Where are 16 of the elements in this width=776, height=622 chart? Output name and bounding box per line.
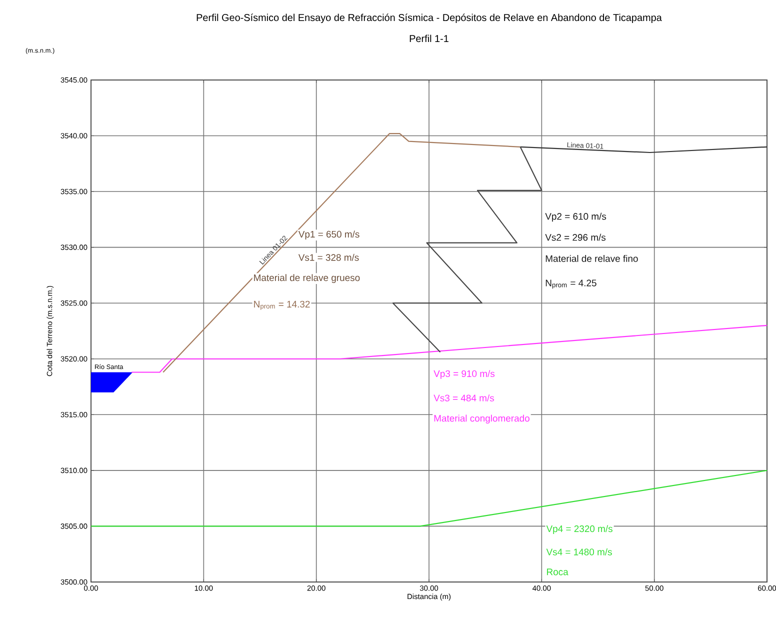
annotation: Material de relave grueso	[254, 274, 360, 283]
annotation: N$_{prom}$ = 14.32	[254, 300, 310, 310]
annotation: Vs4 = 1480 m/s	[546, 548, 612, 556]
annotation: Roca	[547, 568, 568, 576]
annotation: Material conglomerado	[434, 414, 530, 424]
annotation: Vp3 = 910 m/s	[434, 370, 495, 379]
annotation: Material de relave fino	[546, 254, 638, 262]
annotation: Vp1 = 650 m/s	[298, 230, 360, 240]
annotation: N$_{prom}$ = 4.25	[546, 280, 596, 289]
annotation: Vp4 = 2320 m/s	[546, 525, 612, 534]
chart-subtitle: Perfil 1-1	[410, 34, 448, 42]
annotation: Vs2 = 296 m/s	[545, 234, 606, 241]
annotation: Vp2 = 610 m/s	[545, 212, 606, 222]
annotation: Vs3 = 484 m/s	[434, 394, 494, 402]
annotation: Vs1 = 328 m/s	[298, 254, 359, 261]
chart-title: Perfil Geo-Sísmico del Ensayo de Refracción Sísmica - Depósitos de Relave en Abandono de Ticapampa	[196, 14, 662, 24]
